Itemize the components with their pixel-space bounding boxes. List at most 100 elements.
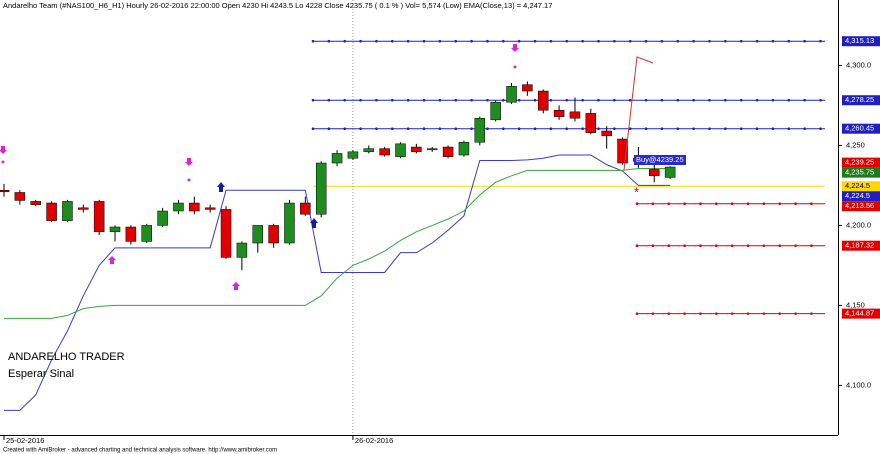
- level-dot: [359, 127, 362, 131]
- level-dot: [715, 312, 718, 315]
- level-dot: [778, 244, 782, 248]
- level-dot: [327, 39, 331, 43]
- level-dot: [730, 202, 734, 206]
- level-label-box: [842, 157, 880, 168]
- level-dot: [708, 98, 711, 102]
- y-tick-label: 4,100.0: [846, 380, 871, 389]
- candle-body: [0, 189, 10, 193]
- level-dot: [391, 98, 394, 102]
- level-dot: [778, 312, 782, 315]
- level-dot: [470, 127, 473, 131]
- level-dot: [517, 39, 521, 43]
- candle-body: [109, 226, 121, 233]
- level-label: 4,239.25: [845, 158, 874, 167]
- candle-body: [569, 111, 581, 119]
- level-dot: [311, 127, 315, 131]
- level-dot: [454, 39, 458, 43]
- x-tick-label: 25-02-2016: [6, 436, 44, 445]
- candle-body: [347, 151, 359, 159]
- level-dot: [635, 244, 639, 248]
- arrow: [0, 146, 7, 154]
- arrow: [511, 44, 519, 52]
- level-dot: [628, 39, 632, 43]
- level-dot: [739, 127, 743, 131]
- level-dot: [375, 39, 378, 43]
- level-label: 4,144.87: [845, 309, 874, 318]
- level-dot: [803, 98, 806, 102]
- system-name: ANDARELHO TRADER: [8, 351, 125, 363]
- level-dot: [803, 127, 806, 131]
- level-dot: [644, 98, 648, 102]
- candle-body: [141, 225, 152, 242]
- x-tick-label: 26-02-2016: [355, 436, 393, 445]
- level-dot: [438, 98, 442, 102]
- level-dot: [628, 127, 632, 131]
- level-dot: [359, 98, 362, 102]
- level-label-box: [842, 201, 880, 212]
- level-dot: [699, 202, 702, 206]
- level-dot: [803, 39, 806, 43]
- signal-label: Buy@4239.25: [636, 155, 684, 164]
- candle-body: [617, 138, 628, 164]
- candle-body: [173, 202, 184, 212]
- level-dot: [454, 98, 458, 102]
- candle-body: [585, 113, 597, 133]
- candle-body: [78, 207, 89, 210]
- candle-body: [458, 141, 470, 156]
- candle-body: [157, 210, 168, 226]
- candle-body: [553, 109, 565, 117]
- candle-body: [30, 201, 41, 205]
- candle-body: [664, 166, 676, 178]
- candle-body: [331, 153, 343, 164]
- level-dot: [327, 127, 331, 131]
- level-dot: [660, 39, 664, 43]
- level-label-box: [842, 240, 880, 251]
- level-label: 4,260.45: [845, 124, 874, 133]
- level-dot: [470, 39, 473, 43]
- overlay-line: [4, 167, 671, 319]
- candle-body: [189, 202, 200, 212]
- level-dot: [581, 127, 584, 131]
- level-dot: [794, 312, 797, 315]
- level-dot: [715, 202, 718, 206]
- level-dot: [613, 98, 616, 102]
- level-dot: [438, 127, 442, 131]
- level-dot: [486, 39, 489, 43]
- level-dot: [794, 202, 797, 206]
- level-dot: [438, 39, 442, 43]
- level-dot: [470, 98, 473, 102]
- level-dot: [533, 98, 537, 102]
- level-dot: [819, 39, 822, 43]
- level-dot: [422, 39, 426, 43]
- level-dot: [660, 127, 664, 131]
- level-dot: [762, 244, 766, 248]
- level-dot: [311, 98, 315, 102]
- level-dot: [422, 127, 426, 131]
- level-dot: [667, 312, 671, 315]
- level-dot: [787, 127, 791, 131]
- candle-body: [601, 130, 612, 137]
- level-dot: [762, 202, 766, 206]
- level-dot: [375, 98, 378, 102]
- level-dot: [755, 39, 759, 43]
- level-dot: [755, 127, 759, 131]
- candle-body: [490, 101, 501, 121]
- level-dot: [422, 98, 426, 102]
- arrow: [185, 158, 193, 166]
- candle-body: [125, 226, 137, 242]
- level-label-box: [842, 36, 880, 47]
- level-dot: [724, 39, 727, 43]
- level-dot: [486, 98, 489, 102]
- level-dot: [406, 98, 410, 102]
- candle-body: [363, 148, 375, 153]
- level-dot: [651, 312, 655, 315]
- level-dot: [651, 202, 655, 206]
- level-dot: [676, 39, 680, 43]
- y-tick-label: 4,300.0: [846, 60, 871, 69]
- level-dot: [533, 39, 537, 43]
- candle-body: [14, 192, 26, 201]
- level-dot: [517, 127, 521, 131]
- arrow: [217, 182, 225, 192]
- level-dot: [644, 39, 648, 43]
- level-dot: [311, 39, 315, 43]
